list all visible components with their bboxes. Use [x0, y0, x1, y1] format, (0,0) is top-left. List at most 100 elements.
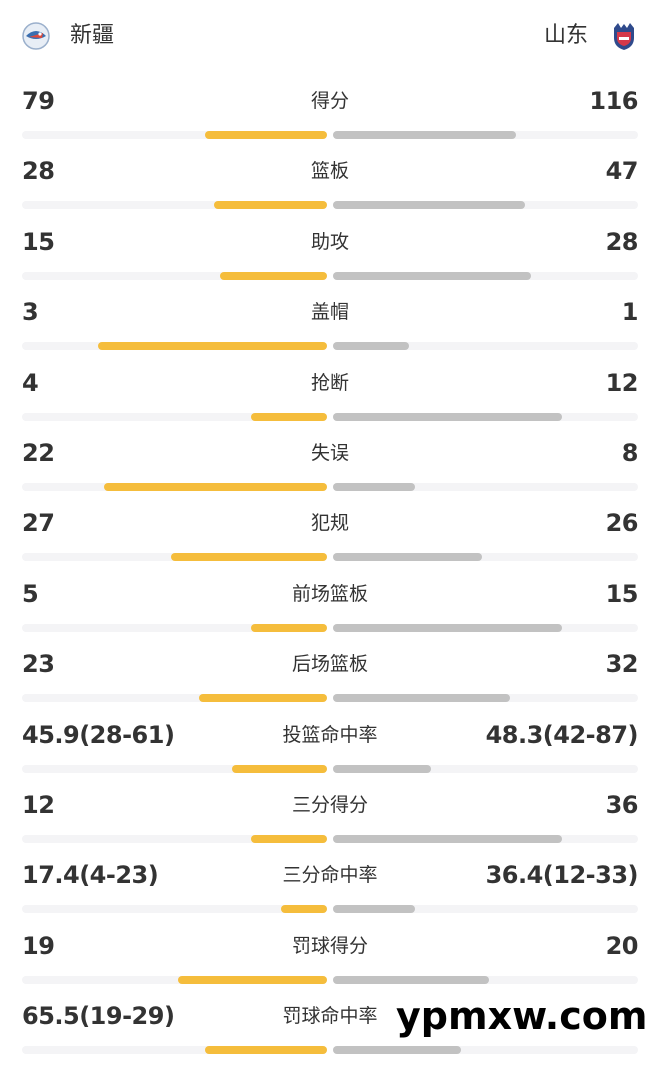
home-stat-track [22, 553, 327, 562]
home-stat-track [22, 412, 327, 421]
home-stat-bar [281, 905, 327, 914]
home-stat-value: 5 [22, 579, 39, 608]
home-stat-value: 27 [22, 509, 55, 538]
away-team-name[interactable]: 山东 [543, 23, 588, 48]
away-stat-value: 12 [605, 368, 639, 397]
home-stat-track [22, 623, 327, 632]
team-header: 新疆 山东 [0, 0, 660, 70]
away-stat-track [333, 623, 638, 632]
stat-row: 65.5(19-29) 罚球命中率 [0, 999, 660, 1069]
stat-row: 23 后场篮板 32 [0, 647, 660, 717]
away-stat-track [333, 553, 638, 562]
away-stat-track [333, 483, 638, 491]
away-stat-bar [333, 975, 489, 984]
home-stat-track [22, 905, 327, 914]
away-stat-track [333, 975, 638, 984]
home-stat-track [22, 131, 327, 139]
home-stat-value: 22 [22, 439, 55, 467]
away-stat-bar [333, 1046, 461, 1055]
away-stat-track [333, 1046, 638, 1055]
stat-label: 三分命中率 [282, 864, 378, 887]
away-stat-track [333, 342, 638, 351]
home-stat-value: 28 [22, 157, 55, 186]
away-stat-bar [333, 694, 510, 703]
away-stat-bar [333, 342, 409, 351]
home-stat-value: 19 [22, 931, 55, 960]
stat-row: 28 篮板 47 [0, 154, 660, 224]
home-stat-bar [232, 764, 327, 773]
home-stat-bar [251, 623, 327, 632]
home-stat-track [22, 835, 327, 843]
stat-label: 抢断 [310, 371, 349, 394]
away-stat-value: 116 [589, 87, 638, 115]
home-team-name[interactable]: 新疆 [70, 23, 115, 48]
home-stat-value: 17.4(4-23) [22, 861, 159, 890]
away-stat-track [333, 764, 638, 773]
stat-label: 投篮命中率 [282, 723, 378, 746]
home-stat-bar [104, 483, 327, 491]
stat-label: 前场篮板 [291, 582, 368, 605]
stat-label: 失误 [310, 442, 349, 464]
away-stat-value: 8 [621, 439, 639, 467]
away-stat-value: 47 [605, 157, 639, 186]
stat-label: 盖帽 [310, 301, 349, 324]
away-stat-bar [333, 905, 415, 914]
away-stat-track [333, 835, 638, 843]
home-stat-track [22, 694, 327, 703]
home-stat-bar [171, 553, 327, 562]
home-stat-value: 65.5(19-29) [22, 1002, 175, 1031]
stat-label: 罚球得分 [291, 934, 368, 957]
home-stat-track [22, 764, 327, 773]
home-stat-bar [251, 835, 327, 843]
stat-row: 22 失误 8 [0, 436, 660, 506]
away-stat-bar [333, 201, 525, 210]
home-stat-track [22, 1046, 327, 1055]
away-stat-track [333, 412, 638, 421]
away-stat-track [333, 905, 638, 914]
stat-label: 三分得分 [291, 794, 368, 816]
stat-label: 犯规 [310, 512, 349, 535]
away-stat-bar [333, 412, 562, 421]
away-stat-track [333, 131, 638, 139]
away-stat-bar [333, 271, 531, 280]
home-stat-value: 23 [22, 650, 55, 679]
away-stat-bar [333, 764, 431, 773]
away-stat-track [333, 694, 638, 703]
home-stat-track [22, 975, 327, 984]
stat-row: 15 助攻 28 [0, 225, 660, 295]
stat-label: 罚球命中率 [282, 1005, 378, 1028]
stat-row: 19 罚球得分 20 [0, 929, 660, 999]
home-stat-track [22, 342, 327, 351]
away-stat-bar [333, 623, 562, 632]
xinjiang-team-logo-icon[interactable] [20, 20, 52, 52]
away-stat-value: 26 [605, 509, 639, 538]
stat-row: 27 犯规 26 [0, 506, 660, 576]
away-stat-bar [333, 553, 482, 562]
stat-row: 79 得分 116 [0, 84, 660, 154]
stat-row: 12 三分得分 36 [0, 788, 660, 858]
home-stat-value: 3 [22, 298, 39, 327]
away-stat-value: 1 [621, 298, 639, 327]
home-stat-bar [220, 271, 327, 280]
away-stat-track [333, 271, 638, 280]
shandong-team-logo-icon[interactable] [608, 20, 640, 52]
stat-row: 5 前场篮板 15 [0, 577, 660, 647]
stat-row: 3 盖帽 1 [0, 295, 660, 365]
away-stat-value: 15 [605, 579, 639, 608]
away-stat-value: 28 [605, 227, 639, 256]
home-stat-track [22, 201, 327, 210]
away-stat-value: 20 [605, 931, 639, 960]
home-stat-bar [205, 1046, 327, 1055]
stat-label: 篮板 [310, 160, 349, 183]
away-stat-value: 32 [605, 650, 639, 679]
stat-label: 后场篮板 [291, 653, 368, 676]
home-stat-track [22, 483, 327, 491]
watermark-text: ypmxw.com [396, 994, 648, 1038]
home-stat-value: 4 [22, 368, 39, 397]
home-stat-bar [98, 342, 327, 351]
home-stat-value: 15 [22, 227, 55, 256]
home-stat-value: 45.9(28-61) [22, 720, 175, 749]
away-stat-bar [333, 483, 415, 491]
stat-row: 17.4(4-23) 三分命中率 36.4(12-33) [0, 858, 660, 928]
stat-row: 4 抢断 12 [0, 366, 660, 436]
